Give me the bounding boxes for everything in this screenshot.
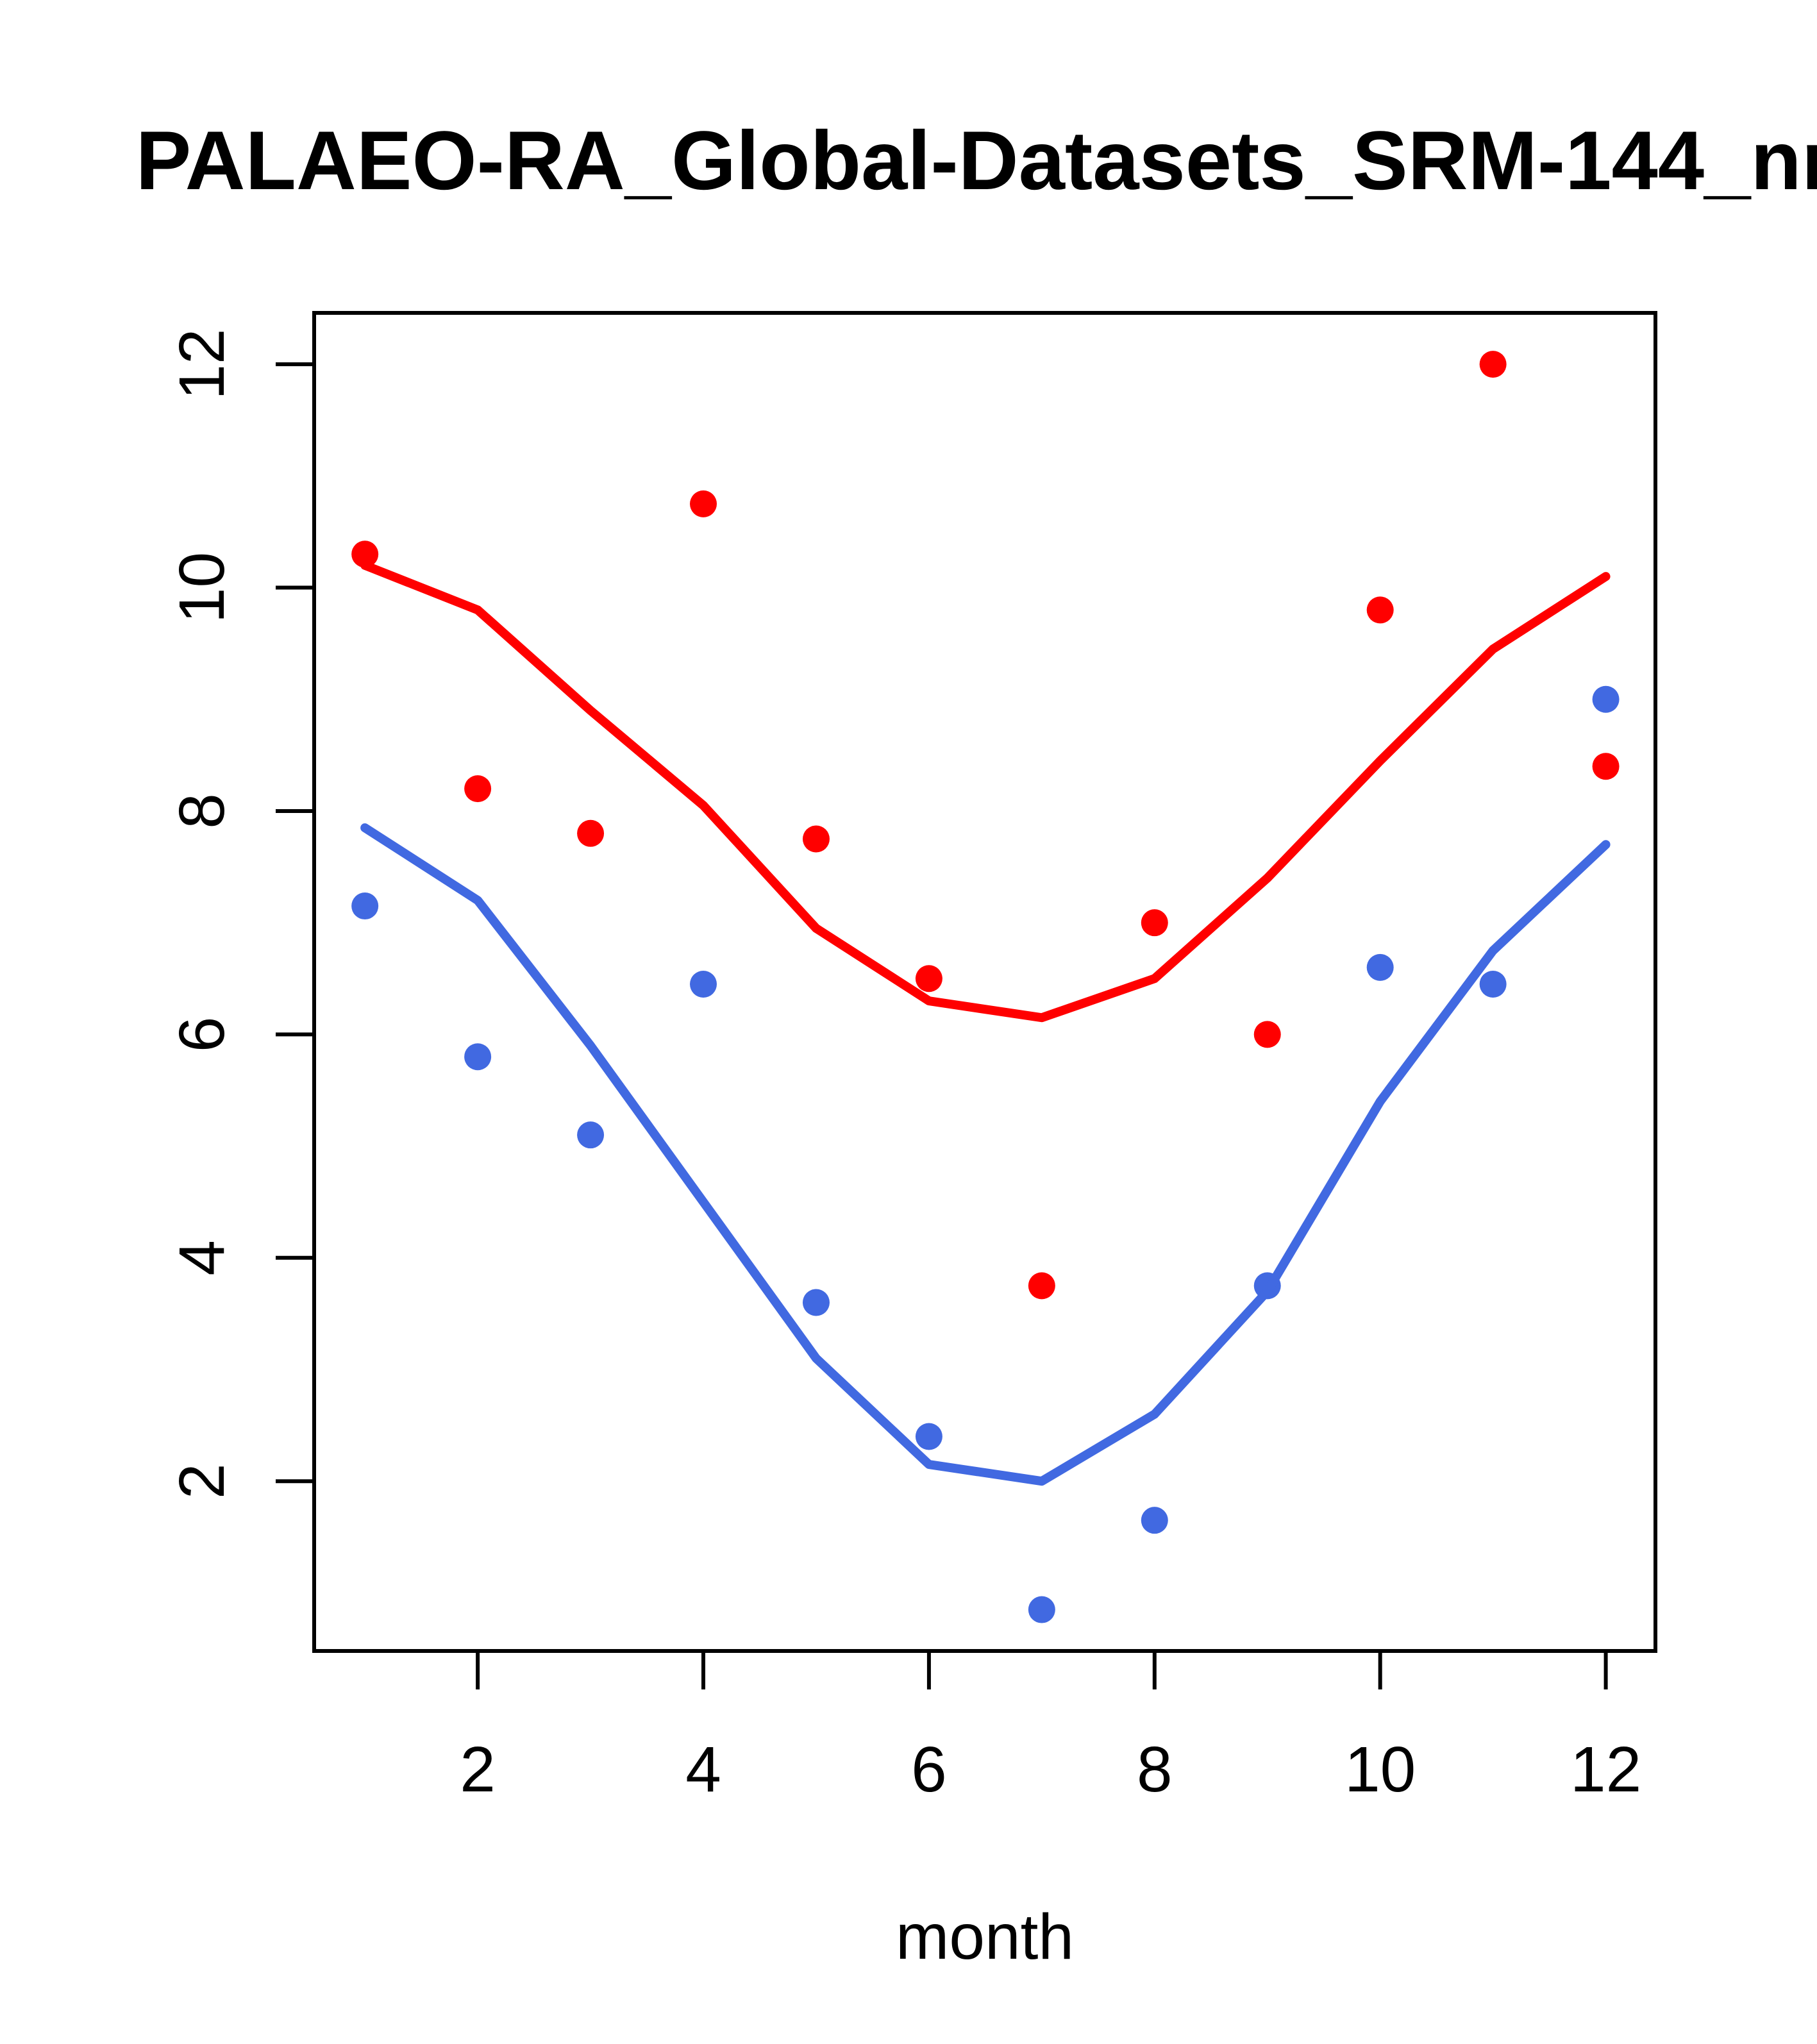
blue-observations [351,685,1620,1623]
blue-observations-point [1479,970,1507,998]
red-observations-point [802,825,830,853]
blue-observations-point [351,892,379,920]
plot-border [312,311,1657,1653]
data-series [351,351,1620,1623]
red-observations-point [351,540,379,568]
red-observations-point [1366,596,1394,624]
red-observations [351,351,1620,1300]
red-observations-point [1028,1272,1055,1300]
red-observations-point [577,819,605,847]
red-observations-point [1479,351,1507,378]
blue-observations-point [1366,953,1394,981]
red-observations-point [1253,1021,1281,1048]
red-observations-point [915,965,942,993]
blue-observations-point [915,1423,942,1450]
y-tick-label: 6 [166,1017,238,1053]
chart-title: PALAEO-RA_Global-Datasets_SRM-144_nr [136,113,1817,207]
x-tick-label: 8 [1137,1734,1173,1805]
red-observations-point [1141,909,1168,937]
blue-observations-point [1592,685,1620,713]
y-tick-label: 2 [166,1463,238,1499]
blue-smoother [360,823,1611,1486]
y-axis: 2 4 6 8 10 12 [166,329,314,1499]
blue-observations-point [577,1121,605,1149]
x-axis-label: month [896,1901,1074,1973]
x-tick-label: 4 [685,1734,721,1805]
red-smoother [360,560,1611,1023]
x-axis: 2 4 6 8 10 12 [460,1651,1641,1805]
y-tick-label: 8 [166,793,238,829]
blue-observations-point [690,970,717,998]
x-tick-label: 6 [911,1734,947,1805]
y-tick-label: 4 [166,1240,238,1276]
y-tick-label: 12 [166,329,238,400]
y-tick-label: 10 [166,552,238,623]
blue-observations-point [1141,1507,1168,1534]
red-observations-point [1592,753,1620,780]
x-tick-label: 10 [1344,1734,1416,1805]
blue-smoother-path [360,823,1611,1486]
blue-observations-point [1028,1596,1055,1623]
red-observations-point [690,490,717,517]
blue-observations-point [802,1289,830,1316]
x-tick-label: 2 [460,1734,496,1805]
x-tick-label: 12 [1570,1734,1641,1805]
blue-observations-point [464,1043,492,1071]
red-smoother-path [360,560,1611,1023]
red-observations-point [464,775,492,803]
